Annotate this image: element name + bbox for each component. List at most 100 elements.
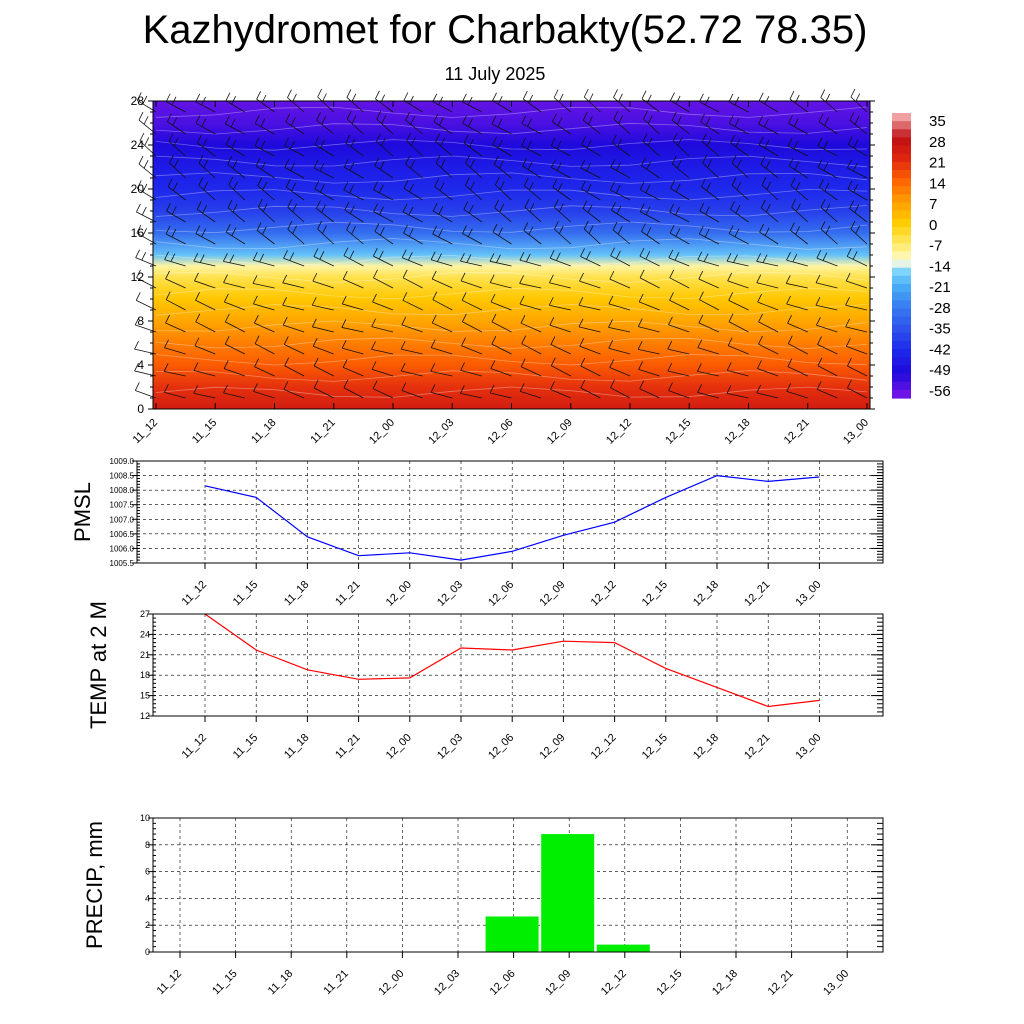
colorbar-segment <box>892 373 911 383</box>
wind-barb <box>847 180 868 201</box>
x-tick-label: 11_18 <box>249 417 279 447</box>
wind-barb <box>583 88 601 113</box>
wind-barb <box>846 338 868 355</box>
colorbar-label: 14 <box>929 175 946 192</box>
x-tick-label: 12_03 <box>435 732 465 762</box>
chart-title: Kazhydromet for Charbakty(52.72 78.35) <box>142 8 868 52</box>
x-tick-label: 11_12 <box>155 968 185 998</box>
wind-barb <box>287 221 305 245</box>
x-tick-label: 12_03 <box>435 579 465 609</box>
wind-barb <box>401 382 423 399</box>
wind-barb <box>637 318 660 333</box>
wind-barb <box>373 269 394 289</box>
wind-barb <box>671 111 690 135</box>
wind-barb <box>726 362 749 377</box>
x-tick-label: 11_21 <box>308 417 338 447</box>
wind-barb <box>283 336 305 355</box>
precip-bar <box>541 834 595 952</box>
wind-barb <box>786 383 808 399</box>
colorbar-segment <box>892 137 911 147</box>
wind-barb <box>405 155 423 179</box>
wind-barb <box>639 203 660 223</box>
wind-barb <box>669 203 690 223</box>
wind-barb <box>257 177 275 201</box>
wind-barb <box>579 338 601 355</box>
wind-barb <box>638 361 660 377</box>
colorbar-label: 35 <box>929 113 946 130</box>
wind-barb <box>639 181 660 201</box>
wind-barb <box>520 358 542 377</box>
wind-barb <box>165 314 186 333</box>
wind-barb <box>726 252 749 267</box>
colorbar-segment <box>892 153 911 163</box>
wind-barb <box>580 159 601 179</box>
wind-barb <box>462 115 483 135</box>
x-tick-label: 11_15 <box>190 417 220 447</box>
wind-barb <box>785 275 808 289</box>
chart-subtitle: 11 July 2025 <box>444 64 546 84</box>
wind-barb <box>554 199 572 223</box>
x-tick-label: 12_15 <box>640 579 670 609</box>
isotherm-contour <box>155 354 868 366</box>
wind-barb <box>342 270 364 289</box>
x-tick-label: 12_06 <box>486 579 516 609</box>
wind-barb <box>223 360 246 377</box>
wind-barb <box>254 137 275 157</box>
wind-barb <box>551 159 571 179</box>
wind-barb <box>670 180 690 201</box>
x-tick-label: 12_18 <box>723 417 753 447</box>
wind-barb <box>845 318 868 333</box>
wind-barb <box>285 179 305 201</box>
wind-barb <box>317 220 335 245</box>
wind-barb <box>787 358 808 377</box>
wind-barb <box>402 203 423 223</box>
wind-barb <box>786 251 808 267</box>
wind-barb <box>341 339 364 355</box>
wind-barb <box>698 314 720 333</box>
x-tick-label: 12_06 <box>488 968 518 998</box>
wind-barb <box>847 379 868 399</box>
isotherm-contour <box>155 172 868 184</box>
y-tick-label: 1007.5 <box>110 501 135 510</box>
wind-barb <box>164 339 186 355</box>
wind-barb <box>317 88 335 113</box>
wind-barb <box>285 113 305 135</box>
wind-barb <box>225 136 246 157</box>
x-tick-label: 12_12 <box>589 732 619 762</box>
wind-barb <box>728 225 749 245</box>
y-axis-label: PMSL <box>70 482 95 542</box>
wind-barb <box>252 275 275 289</box>
colorbar-label: -42 <box>929 341 951 358</box>
wind-barb <box>610 159 631 179</box>
wind-barb <box>372 247 394 267</box>
wind-barb <box>225 224 246 245</box>
x-tick-label: 12_00 <box>367 417 397 447</box>
x-tick-label: 12_18 <box>691 579 721 609</box>
colorbar-label: 7 <box>929 196 937 213</box>
isotherm-contour <box>155 304 868 316</box>
x-tick-label: 12_09 <box>537 732 567 762</box>
series-line <box>204 474 820 561</box>
wind-barb <box>492 92 512 113</box>
wind-barb <box>311 297 334 311</box>
colorbar-label: -35 <box>929 321 951 338</box>
wind-barb <box>344 202 364 223</box>
wind-barb <box>760 156 779 179</box>
wind-barb <box>492 223 512 245</box>
x-tick-label: 12_15 <box>654 968 684 998</box>
wind-barb <box>405 111 423 135</box>
wind-barb <box>521 115 542 135</box>
wind-barb <box>609 359 631 377</box>
wind-barb <box>194 272 216 289</box>
wind-barb <box>134 362 157 377</box>
x-tick-label: 12_12 <box>589 579 619 609</box>
colorbar-segment <box>892 308 911 318</box>
wind-barb <box>699 202 720 223</box>
wind-barb <box>669 292 690 311</box>
wind-barb <box>819 179 838 201</box>
wind-barb <box>758 335 779 355</box>
wind-barb <box>730 134 749 157</box>
wind-barb <box>492 136 512 157</box>
wind-barb <box>668 382 690 399</box>
isotherm-contour <box>155 139 868 151</box>
